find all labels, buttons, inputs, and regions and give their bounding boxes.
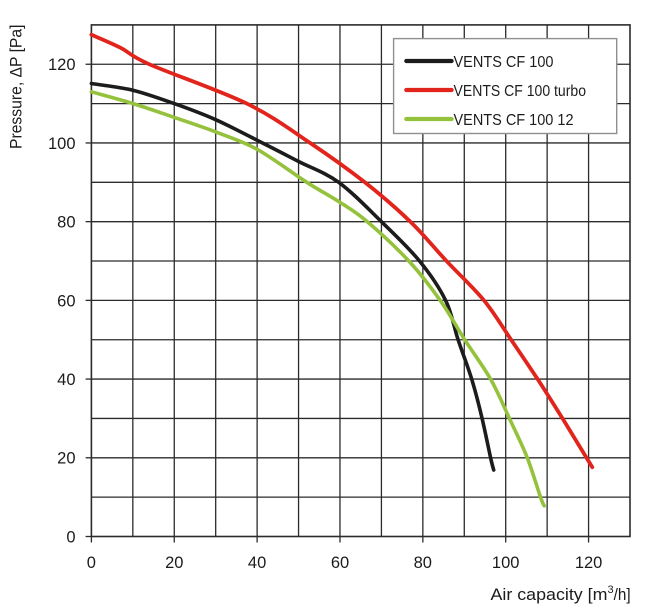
svg-text:60: 60 [331,554,349,572]
svg-text:VENTS CF 100 turbo: VENTS CF 100 turbo [454,83,587,100]
svg-text:120: 120 [575,554,603,572]
svg-text:0: 0 [87,554,96,572]
svg-text:80: 80 [414,554,432,572]
svg-text:80: 80 [57,214,75,232]
svg-text:60: 60 [57,292,75,310]
svg-text:Air capacity [m3/h]: Air capacity [m3/h] [491,584,631,604]
svg-text:20: 20 [165,554,183,572]
svg-text:VENTS CF 100 12: VENTS CF 100 12 [454,112,574,129]
svg-text:20: 20 [57,450,75,468]
svg-text:40: 40 [57,371,75,389]
svg-text:Pressure, ΔP [Pa]: Pressure, ΔP [Pa] [7,25,26,150]
svg-text:100: 100 [492,554,520,572]
svg-text:40: 40 [248,554,266,572]
svg-text:100: 100 [48,135,76,153]
svg-text:0: 0 [66,528,75,546]
svg-text:VENTS CF 100: VENTS CF 100 [454,54,554,71]
svg-text:120: 120 [48,56,76,74]
